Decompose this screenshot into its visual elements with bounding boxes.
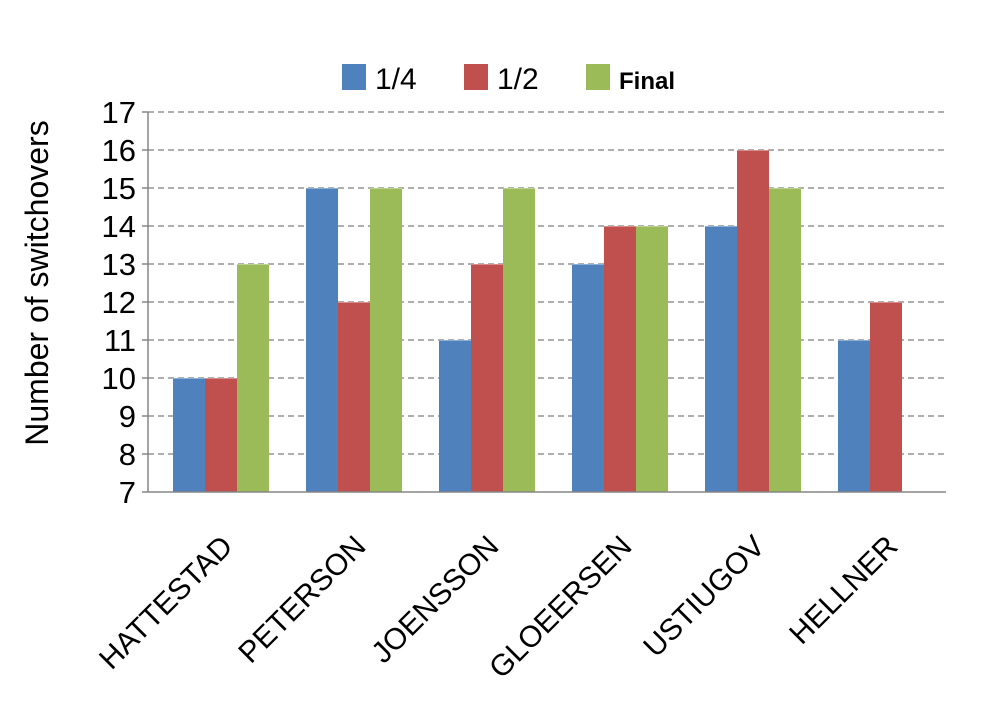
y-tick-label: 8 bbox=[119, 437, 136, 472]
axes bbox=[147, 112, 946, 493]
y-axis-label: Number of switchovers bbox=[19, 120, 55, 445]
category-label: HELLNER bbox=[783, 530, 904, 651]
bar-peterson-1 bbox=[338, 302, 370, 492]
legend-label: 1/4 bbox=[375, 63, 417, 96]
bar-ustiugov-1 bbox=[737, 150, 769, 492]
category-label: JOENSSON bbox=[365, 530, 505, 670]
bar-hellner-1 bbox=[870, 302, 902, 492]
bar-joensson-1 bbox=[471, 264, 503, 492]
legend-label: 1/2 bbox=[497, 63, 539, 96]
y-tick-label: 10 bbox=[102, 361, 136, 396]
legend-swatch bbox=[464, 64, 488, 90]
bar-gloeersen-0 bbox=[572, 264, 604, 492]
legend: 1/4 1/2 Final bbox=[342, 63, 675, 96]
y-tick-label: 12 bbox=[102, 285, 136, 320]
bar-gloeersen-2 bbox=[636, 226, 668, 492]
bar-hattestad-1 bbox=[205, 378, 237, 492]
category-label: USTIUGOV bbox=[637, 530, 771, 664]
y-tick-label: 16 bbox=[102, 133, 136, 168]
y-tick-label: 15 bbox=[102, 171, 136, 206]
bar-gloeersen-1 bbox=[604, 226, 636, 492]
bar-joensson-2 bbox=[503, 188, 535, 492]
grid-lines bbox=[142, 111, 946, 493]
legend-label: Final bbox=[619, 68, 675, 95]
y-tick-label: 7 bbox=[119, 475, 136, 510]
category-label: PETERSON bbox=[232, 530, 372, 670]
category-labels: HATTESTADPETERSONJOENSSONGLOEERSENUSTIUG… bbox=[93, 530, 904, 685]
y-tick-label: 13 bbox=[102, 247, 136, 282]
category-label: GLOEERSEN bbox=[483, 530, 638, 685]
bar-peterson-2 bbox=[370, 188, 402, 492]
y-tick-label: 17 bbox=[102, 95, 136, 130]
bar-ustiugov-0 bbox=[705, 226, 737, 492]
legend-swatch bbox=[586, 64, 610, 90]
y-tick-label: 14 bbox=[102, 209, 136, 244]
bar-hellner-0 bbox=[838, 340, 870, 492]
bar-joensson-0 bbox=[439, 340, 471, 492]
bar-peterson-0 bbox=[306, 188, 338, 492]
bar-hattestad-0 bbox=[173, 378, 205, 492]
bars bbox=[173, 150, 902, 492]
y-tick-label: 11 bbox=[104, 323, 136, 358]
bar-hattestad-2 bbox=[237, 264, 269, 492]
category-label: HATTESTAD bbox=[93, 530, 239, 676]
y-tick-label: 9 bbox=[119, 399, 136, 434]
legend-swatch bbox=[342, 64, 366, 90]
bar-ustiugov-2 bbox=[769, 188, 801, 492]
